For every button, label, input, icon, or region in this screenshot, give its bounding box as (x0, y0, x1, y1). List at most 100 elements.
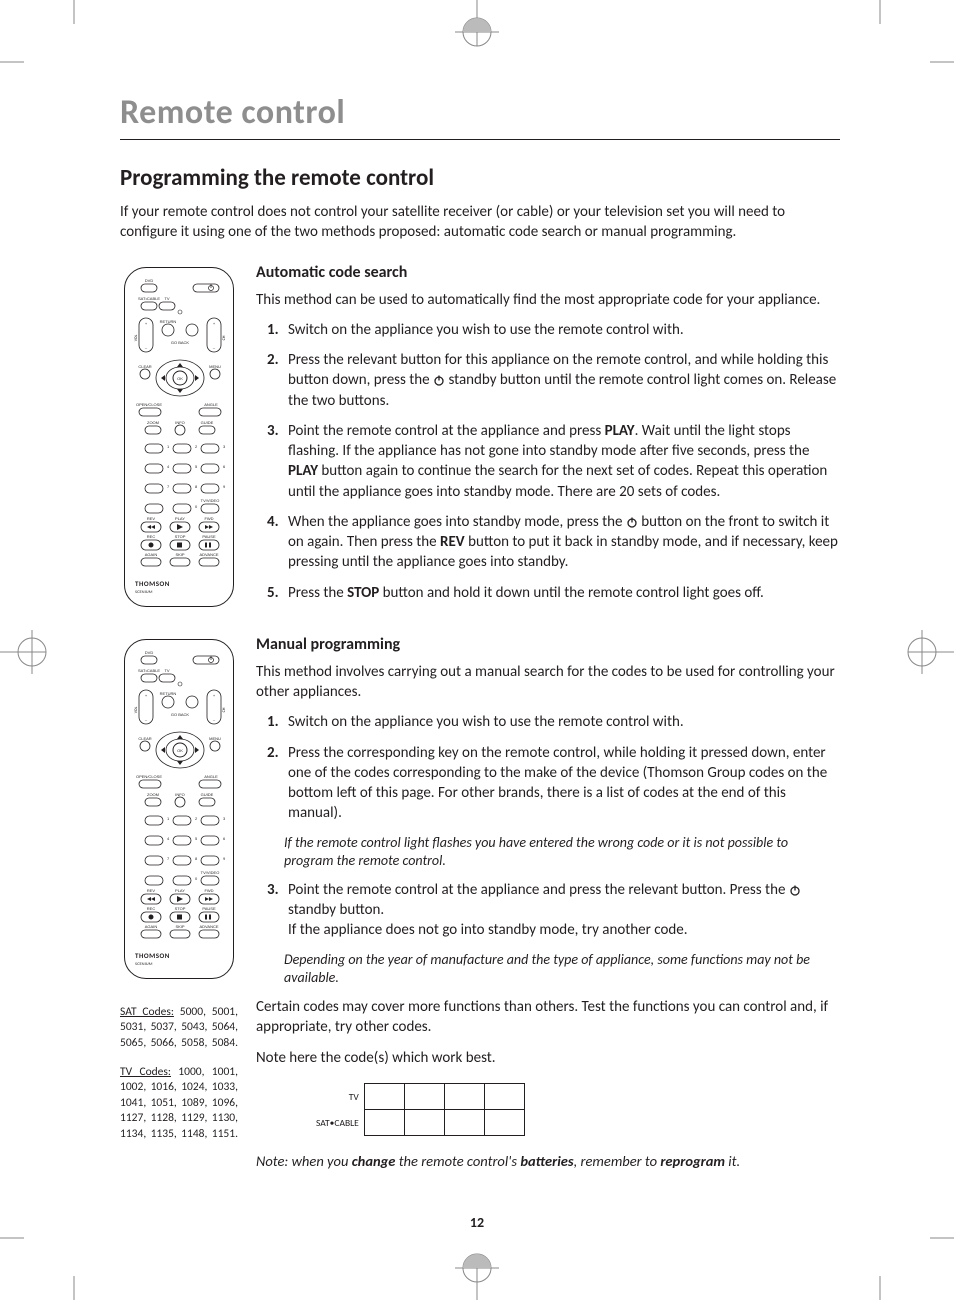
svg-text:OK: OK (177, 748, 183, 753)
svg-text:+: + (145, 321, 148, 326)
svg-text:0: 0 (195, 504, 198, 509)
step-item: Point the remote control at the applianc… (282, 880, 840, 941)
step-item: Switch on the appliance you wish to use … (282, 320, 840, 340)
code-entry-table: TV SAT•CABLE (316, 1084, 525, 1136)
svg-text:CLEAR: CLEAR (138, 736, 151, 741)
svg-text:6: 6 (223, 836, 226, 841)
svg-text:SAT•CABLE: SAT•CABLE (138, 296, 160, 301)
svg-text:MENU: MENU (209, 736, 221, 741)
svg-text:4: 4 (167, 464, 170, 469)
svg-text:+: + (145, 693, 148, 698)
svg-text:SKIP: SKIP (175, 552, 184, 557)
svg-text:5: 5 (195, 836, 198, 841)
page-content: Remote control Programming the remote co… (120, 92, 840, 1192)
manual-block: DVDSAT•CABLETV+–+–VOLCHRETURNGO BACKCLEA… (120, 635, 840, 1170)
svg-text:9: 9 (223, 484, 226, 489)
remote-illustration-2: DVD SAT•CABLE TV + – + – VOL CH RETURN GO BACK CLEA… (124, 639, 234, 979)
svg-text:3: 3 (223, 444, 226, 449)
svg-text:RETURN: RETURN (160, 691, 177, 696)
svg-text:2: 2 (195, 444, 198, 449)
svg-text:VOL: VOL (134, 706, 139, 713)
svg-text:ADVANCE: ADVANCE (199, 552, 218, 557)
svg-text:4: 4 (167, 836, 170, 841)
svg-text:CLEAR: CLEAR (138, 364, 151, 369)
svg-text:AGAIN: AGAIN (145, 924, 158, 929)
svg-text:–: – (145, 717, 148, 722)
svg-text:REV: REV (147, 516, 156, 521)
page-number: 12 (0, 1214, 954, 1231)
svg-text:FWD: FWD (204, 888, 213, 893)
svg-text:ADVANCE: ADVANCE (199, 924, 218, 929)
svg-text:VOL: VOL (134, 334, 139, 341)
remote-illustration-1: DVD SAT•CABLE TV + – + – VOL CH RETURN GO BACK CLEA… (124, 267, 234, 607)
svg-text:–: – (213, 345, 216, 350)
step-item: Press the STOP button and hold it down u… (282, 583, 840, 603)
manual-steps: Switch on the appliance you wish to use … (256, 712, 840, 987)
sat-codes: SAT Codes: 5000, 5001, 5031, 5037, 5043,… (120, 1005, 238, 1052)
divider (120, 139, 840, 140)
manual-note-2: Depending on the year of manufacture and… (284, 951, 840, 987)
svg-text:7: 7 (167, 484, 170, 489)
svg-text:ANGLE: ANGLE (204, 774, 218, 779)
svg-text:GUIDE: GUIDE (201, 792, 214, 797)
svg-text:TV/VIDEO: TV/VIDEO (201, 870, 220, 875)
svg-text:INFO: INFO (175, 792, 185, 797)
svg-text:REV: REV (147, 888, 156, 893)
auto-lead: This method can be used to automatically… (256, 290, 840, 310)
table-row-label-tv: TV (316, 1084, 359, 1110)
step-item: When the appliance goes into standby mod… (282, 512, 840, 573)
svg-text:ANGLE: ANGLE (204, 402, 218, 407)
svg-text:–: – (213, 717, 216, 722)
svg-text:3: 3 (223, 816, 226, 821)
svg-text:1: 1 (167, 444, 170, 449)
manual-lead: This method involves carrying out a manu… (256, 662, 840, 703)
svg-text:2: 2 (195, 816, 198, 821)
svg-text:INFO: INFO (175, 420, 185, 425)
svg-text:SAT•CABLE: SAT•CABLE (138, 668, 160, 673)
svg-text:GUIDE: GUIDE (201, 420, 214, 425)
svg-text:+: + (213, 321, 216, 326)
manual-tail1: Certain codes may cover more functions t… (256, 997, 840, 1038)
svg-text:PAUSE: PAUSE (202, 906, 216, 911)
svg-text:FWD: FWD (204, 516, 213, 521)
step-item: Press the relevant button for this appli… (282, 350, 840, 411)
svg-text:8: 8 (195, 484, 198, 489)
svg-text:TV: TV (164, 668, 169, 673)
auto-title: Automatic code search (256, 263, 840, 282)
manual-title: Manual programming (256, 635, 840, 654)
svg-text:DVD: DVD (145, 278, 154, 283)
auto-steps: Switch on the appliance you wish to use … (256, 320, 840, 603)
svg-text:–: – (145, 345, 148, 350)
svg-text:PLAY: PLAY (175, 888, 185, 893)
table-row-label-sat: SAT•CABLE (316, 1110, 359, 1136)
svg-text:GO BACK: GO BACK (171, 712, 190, 717)
svg-text:PAUSE: PAUSE (202, 534, 216, 539)
svg-text:0: 0 (195, 876, 198, 881)
svg-text:MENU: MENU (209, 364, 221, 369)
svg-text:GO BACK: GO BACK (171, 340, 190, 345)
svg-text:STOP: STOP (175, 906, 186, 911)
svg-text:1: 1 (167, 816, 170, 821)
svg-text:9: 9 (223, 856, 226, 861)
svg-text:OK: OK (177, 376, 183, 381)
svg-text:ZOOM: ZOOM (147, 792, 159, 797)
step-item: Press the corresponding key on the remot… (282, 743, 840, 824)
svg-text:TV/VIDEO: TV/VIDEO (201, 498, 220, 503)
svg-text:CH: CH (222, 707, 227, 712)
final-note: Note: when you change the remote control… (256, 1152, 840, 1170)
svg-text:6: 6 (223, 464, 226, 469)
svg-text:7: 7 (167, 856, 170, 861)
svg-text:REC: REC (147, 534, 156, 539)
manual-note-1: If the remote control light flashes you … (284, 834, 840, 870)
svg-text:RETURN: RETURN (160, 319, 177, 324)
svg-text:5: 5 (195, 464, 198, 469)
svg-text:PLAY: PLAY (175, 516, 185, 521)
svg-text:8: 8 (195, 856, 198, 861)
svg-text:+: + (213, 693, 216, 698)
svg-text:STOP: STOP (175, 534, 186, 539)
svg-text:TV: TV (164, 296, 169, 301)
intro-paragraph: If your remote control does not control … (120, 202, 840, 243)
svg-text:AGAIN: AGAIN (145, 552, 158, 557)
svg-text:CH: CH (222, 335, 227, 340)
svg-text:DVD: DVD (145, 650, 154, 655)
